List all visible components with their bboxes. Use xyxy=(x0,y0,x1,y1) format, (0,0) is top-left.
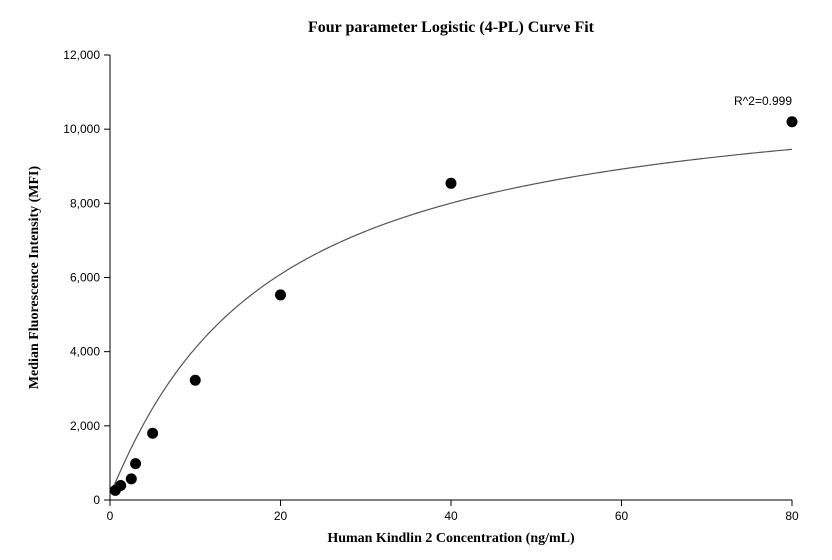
y-tick-label: 2,000 xyxy=(70,419,100,433)
y-tick-label: 4,000 xyxy=(70,345,100,359)
chart-title: Four parameter Logistic (4-PL) Curve Fit xyxy=(308,19,595,36)
x-axis-label: Human Kindlin 2 Concentration (ng/mL) xyxy=(327,531,575,546)
x-tick-label: 20 xyxy=(274,509,288,523)
y-tick-label: 8,000 xyxy=(70,196,100,210)
y-axis-label: Median Fluorescence Intensity (MFI) xyxy=(27,166,42,390)
x-tick-label: 80 xyxy=(785,509,799,523)
data-point xyxy=(190,375,201,386)
chart-svg: Four parameter Logistic (4-PL) Curve Fit… xyxy=(0,0,832,560)
data-point xyxy=(126,473,137,484)
data-point xyxy=(147,428,158,439)
fit-curve xyxy=(110,149,792,494)
data-point xyxy=(130,458,141,469)
r-squared-annotation: R^2=0.999 xyxy=(734,94,792,108)
data-point xyxy=(275,289,286,300)
chart-container: Four parameter Logistic (4-PL) Curve Fit… xyxy=(0,0,832,560)
x-tick-label: 0 xyxy=(107,509,114,523)
data-point xyxy=(115,480,126,491)
y-tick-label: 10,000 xyxy=(63,122,100,136)
y-tick-label: 0 xyxy=(93,493,100,507)
data-point xyxy=(787,116,798,127)
y-tick-label: 12,000 xyxy=(63,48,100,62)
x-tick-label: 60 xyxy=(615,509,629,523)
x-tick-label: 40 xyxy=(444,509,458,523)
y-tick-label: 6,000 xyxy=(70,271,100,285)
data-point xyxy=(446,178,457,189)
